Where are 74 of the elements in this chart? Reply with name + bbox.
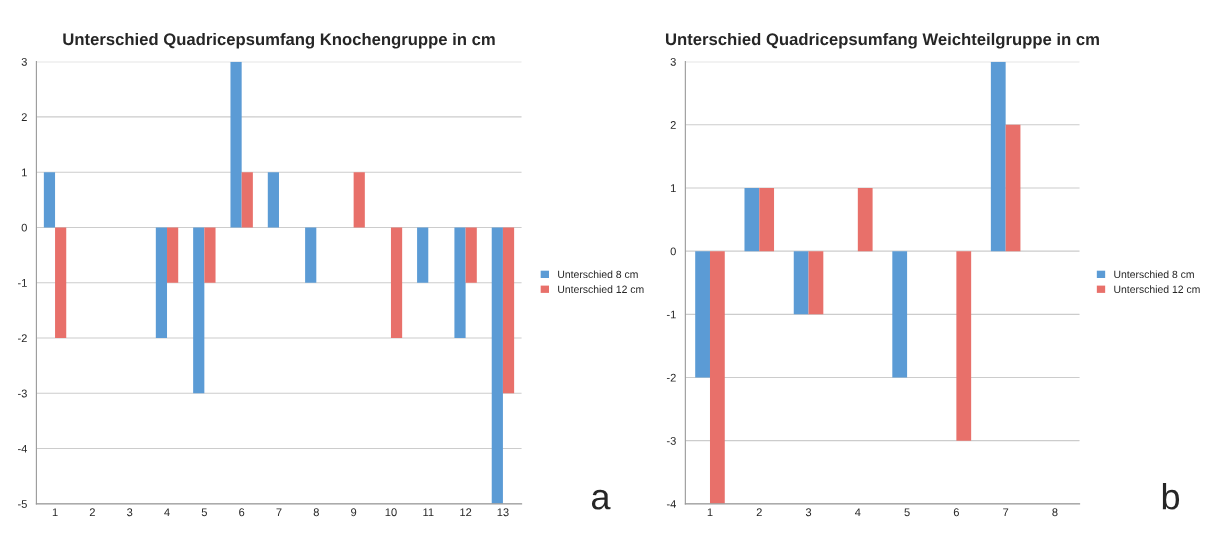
x-tick-label: 12 [460,508,472,517]
y-tick-label: -1 [666,310,676,319]
bar [892,251,908,378]
bar [956,251,972,441]
bar [167,227,179,283]
x-tick-label: 11 [423,508,434,517]
y-tick-label: 0 [670,247,676,256]
y-tick-label: -1 [17,279,27,287]
x-tick-label: 9 [351,508,357,517]
x-tick-label: 10 [385,508,397,517]
bar [465,227,477,283]
x-tick-label: 2 [89,508,95,517]
x-tick-label: 5 [904,508,910,517]
legend-label: Unterschied 8 cm [558,270,638,279]
x-tick-label: 6 [953,508,959,517]
bar [390,227,403,339]
bar [267,172,279,228]
x-tick-label: 5 [201,508,207,517]
text: b [1162,483,1180,510]
chart-title: Unterschied Quadricepsumfang Knochengruppe in cm [63,32,495,49]
bar [491,227,503,504]
bar [43,172,56,228]
bar [695,251,710,378]
x-tick-label: 1 [707,508,713,517]
bar [353,172,365,228]
bar [709,251,725,504]
x-tick-label: 3 [805,508,812,517]
bar [990,61,1006,252]
y-tick-label: 0 [21,223,27,232]
y-tick-label: -3 [666,436,676,445]
y-tick-label: 1 [670,184,676,193]
bar [454,227,466,339]
bar [744,187,760,252]
bar [502,227,515,394]
y-tick-label: -4 [17,444,28,453]
x-tick-label: 7 [1003,508,1009,517]
legend-label: Unterschied 8 cm [1114,270,1194,279]
y-tick-label: -3 [17,389,27,398]
x-tick-label: 13 [497,508,509,517]
bar [155,227,168,339]
bar [793,251,809,315]
y-tick-label: -4 [666,500,676,508]
bar [230,61,242,228]
text: a [591,489,611,510]
x-tick-label: 2 [756,508,762,517]
x-tick-label: 3 [127,508,133,517]
y-tick-label: 3 [670,57,676,66]
chart-title: Unterschied Quadricepsumfang Weichteilgruppe in cm [665,32,1099,49]
y-tick-label: -2 [666,373,676,382]
x-tick-label: 6 [239,508,245,517]
y-tick-label: -2 [17,334,27,343]
x-tick-label: 7 [276,508,282,517]
bar [204,227,216,283]
y-tick-label: 2 [21,113,27,121]
bar [193,227,205,394]
y-tick-label: -5 [17,500,27,508]
legend-label: Unterschied 12 cm [1114,285,1200,293]
bar [1005,124,1021,252]
bar [305,227,317,283]
bar [857,187,873,252]
bar [55,227,67,339]
x-tick-label: 8 [313,508,319,517]
x-tick-label: 1 [52,508,58,517]
bar [808,251,824,315]
x-tick-label: 4 [854,508,861,517]
bar [241,172,253,228]
x-tick-label: 4 [164,508,170,517]
y-tick-label: 2 [670,121,676,129]
bar [417,227,429,283]
y-tick-label: 1 [22,168,27,177]
x-tick-label: 8 [1052,508,1058,517]
bar [759,187,775,252]
legend-label: Unterschied 12 cm [558,285,644,293]
y-tick-label: 3 [21,57,27,66]
